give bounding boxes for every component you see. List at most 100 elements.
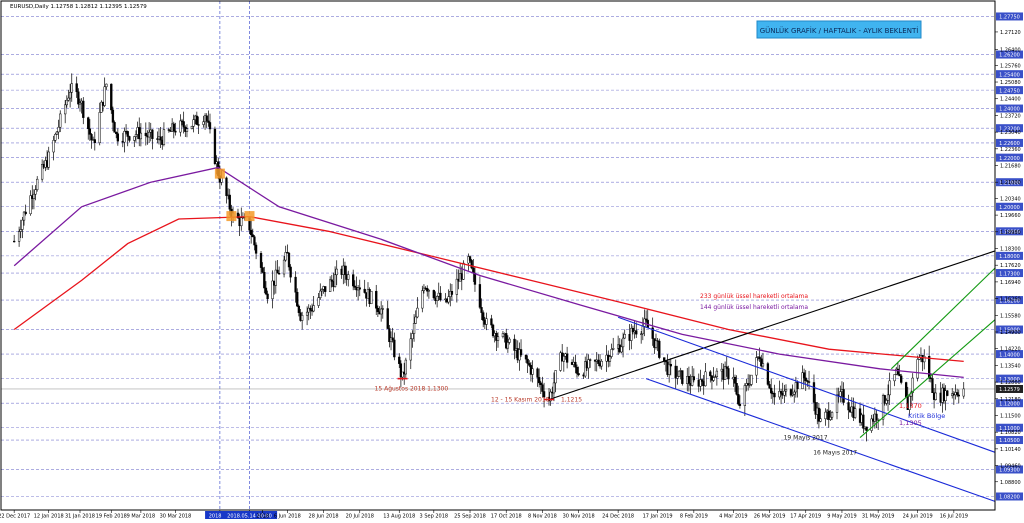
y-tick-label-1.18980: 1.18980 xyxy=(1000,230,1021,236)
candle-body-210 xyxy=(496,336,500,341)
candle-body-18 xyxy=(55,131,59,135)
candle-body-341 xyxy=(801,372,804,390)
price-tag-1.24000: 1.24000 xyxy=(999,107,1020,113)
candle-body-191 xyxy=(455,278,459,295)
price-tag-1.15000: 1.15000 xyxy=(999,328,1020,334)
candle-body-159 xyxy=(380,308,383,315)
price-tag-1.09300: 1.09300 xyxy=(999,468,1020,474)
y-tick-label-1.25760: 1.25760 xyxy=(1000,63,1021,69)
candle-body-80 xyxy=(197,124,200,126)
candle-body-255 xyxy=(600,360,603,367)
x-tick-label-12: 13 Aug 2018 xyxy=(383,514,415,520)
candle-body-259 xyxy=(610,349,613,357)
legend-ema-233: 233 günlük üssel hareketli ortalama xyxy=(700,293,808,300)
candle-body-314 xyxy=(737,394,740,405)
y-tick-label-1.23720: 1.23720 xyxy=(1000,113,1021,119)
price-tag-box-1.20000 xyxy=(996,202,1023,211)
x-tick-label-5: 30 Mar 2018 xyxy=(160,514,192,520)
ema-233-line xyxy=(13,215,964,363)
candle-body-265 xyxy=(623,334,626,339)
candle-body-110 xyxy=(266,293,269,300)
y-tick-label-1.23040: 1.23040 xyxy=(1000,130,1021,136)
candle-body-35 xyxy=(93,139,96,144)
candle-body-383 xyxy=(896,368,900,375)
price-tag-1.21000: 1.21000 xyxy=(999,180,1020,186)
banner-box xyxy=(756,20,922,39)
y-tick-label-1.09460: 1.09460 xyxy=(1000,464,1021,470)
series-layer xyxy=(13,73,965,442)
candle-body-116 xyxy=(282,259,286,275)
candle-body-245 xyxy=(577,373,580,376)
annotation-ema233-value: 1,1370 xyxy=(899,402,922,410)
candle-body-165 xyxy=(393,339,396,358)
annotation-ema144-value: 1,1305 xyxy=(899,419,922,427)
candle-body-28 xyxy=(78,102,82,105)
cross-marker-1 xyxy=(214,168,225,179)
candle-body-47 xyxy=(123,130,126,143)
price-tag-1.26200: 1.26200 xyxy=(999,53,1020,59)
candle-body-185 xyxy=(439,292,442,301)
candle-body-331 xyxy=(778,391,781,398)
candle-body-355 xyxy=(830,412,834,418)
candle-body-42 xyxy=(111,109,115,123)
candle-body-214 xyxy=(506,342,510,349)
candle-body-205 xyxy=(485,318,488,325)
candle-body-226 xyxy=(536,368,539,378)
x-tick-label-9: 6 Jun 2018 xyxy=(274,514,301,520)
price-tag-1.20000: 1.20000 xyxy=(999,205,1020,211)
trendline-green-upper xyxy=(890,267,996,370)
candle-body-354 xyxy=(829,416,832,420)
candle-body-326 xyxy=(766,363,770,385)
candle-body-203 xyxy=(482,312,485,321)
candle-body-32 xyxy=(88,128,92,135)
banner: GÜNLÜK GRAFİK / HAFTALIK - AYLIK BEKLENT… xyxy=(756,20,922,39)
candle-body-316 xyxy=(743,385,747,406)
price-tag-1.11000: 1.11000 xyxy=(999,426,1020,432)
candle-body-272 xyxy=(641,326,644,335)
price-tag-box-1.10500 xyxy=(996,436,1023,445)
cross-marker-3 xyxy=(244,211,255,222)
candle-body-258 xyxy=(608,356,612,362)
price-tag-box-1.25400 xyxy=(996,70,1023,79)
price-tag-box-1.22000 xyxy=(996,153,1023,162)
candle-body-342 xyxy=(802,372,806,379)
candle-body-8 xyxy=(32,193,36,199)
candle-body-323 xyxy=(758,356,761,360)
candle-body-4 xyxy=(22,211,26,221)
symbol-info: EURUSD,Daily 1.12758 1.12812 1.12395 1.1… xyxy=(10,4,147,10)
candle-body-107 xyxy=(261,267,264,273)
y-axis: 1.27750 1.26200 1.25400 1.24750 1.24000 1.232… xyxy=(995,12,1023,501)
price-tag-1.23200: 1.23200 xyxy=(999,126,1020,132)
candle-body-126 xyxy=(305,311,309,316)
candle-body-298 xyxy=(700,379,704,382)
x-tick-label-4: 9 Mar 2018 xyxy=(127,514,156,520)
price-tag-1.19000: 1.19000 xyxy=(999,230,1020,236)
candle-body-353 xyxy=(827,410,830,420)
price-tag-1.10500: 1.10500 xyxy=(999,438,1020,444)
candle-body-232 xyxy=(549,391,552,402)
candle-body-338 xyxy=(793,391,796,395)
candle-body-332 xyxy=(779,391,783,394)
candle-body-410 xyxy=(957,394,960,397)
candle-body-310 xyxy=(727,368,730,380)
candle-body-121 xyxy=(294,276,297,293)
trendline-green-lower xyxy=(859,319,996,438)
candle-body-274 xyxy=(644,318,648,321)
candle-body-137 xyxy=(330,279,333,282)
candle-body-285 xyxy=(669,363,672,367)
candle-body-76 xyxy=(190,125,194,129)
candle-body-243 xyxy=(574,361,577,368)
y-tick-label-1.26400: 1.26400 xyxy=(1000,48,1021,54)
price-tag-box-1.18000 xyxy=(996,251,1023,260)
candle-body-319 xyxy=(748,384,751,386)
candle-body-295 xyxy=(692,376,695,381)
price-tag-box-1.14000 xyxy=(996,350,1023,359)
candle-body-102 xyxy=(249,229,253,235)
candle-body-172 xyxy=(411,333,414,340)
candle-body-381 xyxy=(893,374,896,382)
x-tick-label-18: 24 Dec 2018 xyxy=(602,514,634,520)
candle-body-201 xyxy=(478,284,482,308)
candle-body-361 xyxy=(847,402,850,411)
candle-body-58 xyxy=(147,131,151,138)
